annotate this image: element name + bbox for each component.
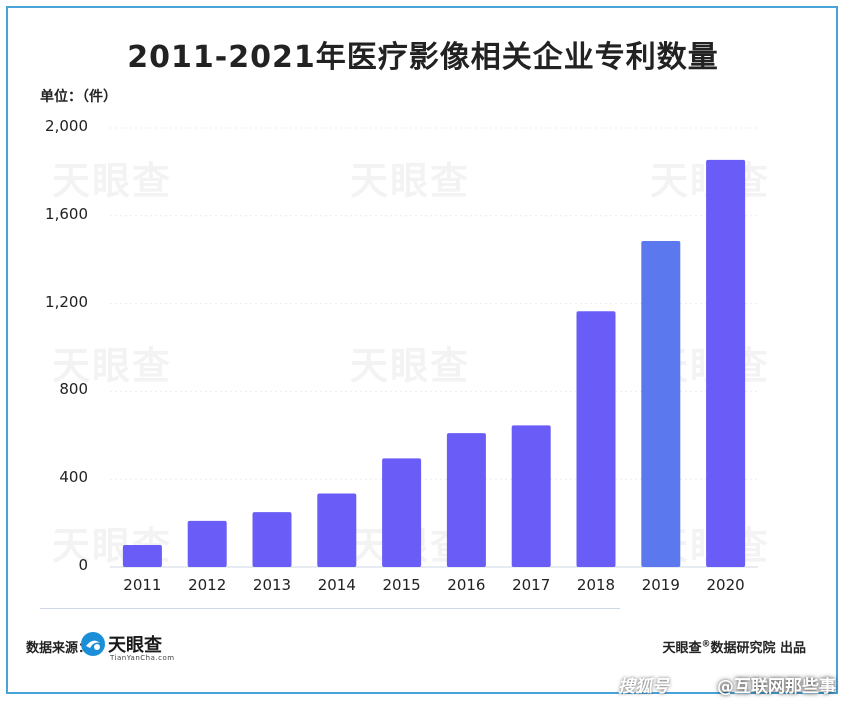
logo-name: 天眼查 <box>108 635 162 656</box>
x-tick-label: 2014 <box>317 576 356 594</box>
bar-2018 <box>576 311 616 567</box>
credit-registered: ® <box>701 639 711 650</box>
bar-2016 <box>446 433 486 567</box>
chart-title: 2011-2021年医疗影像相关企业专利数量 <box>127 40 719 75</box>
bar-2012 <box>187 520 227 567</box>
credit-rest: 数据研究院 出品 <box>710 641 806 656</box>
bar-2015 <box>382 458 422 567</box>
bar-2019 <box>641 241 681 568</box>
tianyancha-logo-icon <box>81 632 105 656</box>
bar-2017 <box>511 425 551 567</box>
watermark: 天眼查 <box>350 150 470 205</box>
watermark: 天眼查 <box>52 335 172 390</box>
source-label: 数据来源： <box>26 641 92 656</box>
x-tick-label: 2015 <box>382 576 421 594</box>
watermark: 天眼查 <box>350 335 470 390</box>
y-tick-label: 1,600 <box>45 204 88 223</box>
x-tick-label: 2016 <box>447 576 486 594</box>
x-tick-label: 2012 <box>188 576 227 594</box>
y-tick-label: 800 <box>59 380 88 399</box>
credit-text: 天眼查®数据研究院 出品 <box>662 637 806 656</box>
y-tick-label: 400 <box>59 468 88 487</box>
x-tick-label: 2018 <box>576 576 616 594</box>
y-tick-label: 2,000 <box>45 117 88 135</box>
overlay-brand: 搜狐号 <box>618 677 669 697</box>
y-tick-label: 0 <box>78 556 88 574</box>
x-tick-label: 2011 <box>123 576 162 594</box>
bar-2011 <box>122 545 162 567</box>
bar-2014 <box>317 493 357 567</box>
chart-frame <box>6 6 838 694</box>
x-tick-label: 2017 <box>512 576 551 594</box>
y-tick-label: 1,200 <box>45 292 88 311</box>
watermark: 天眼查 <box>52 150 172 205</box>
bar-2020 <box>706 159 746 567</box>
logo-url: TianYanCha.com <box>110 654 175 662</box>
bars <box>122 159 746 568</box>
x-tick-label: 2020 <box>706 576 745 594</box>
unit-label: 单位：（件） <box>40 89 117 105</box>
x-tick-label: 2013 <box>252 576 292 594</box>
bar-2013 <box>252 512 292 567</box>
overlay-account: @互联网那些事 <box>717 677 836 697</box>
x-tick-label: 2019 <box>641 576 680 594</box>
footer-divider <box>40 608 620 609</box>
credit-brand: 天眼查 <box>662 641 702 656</box>
